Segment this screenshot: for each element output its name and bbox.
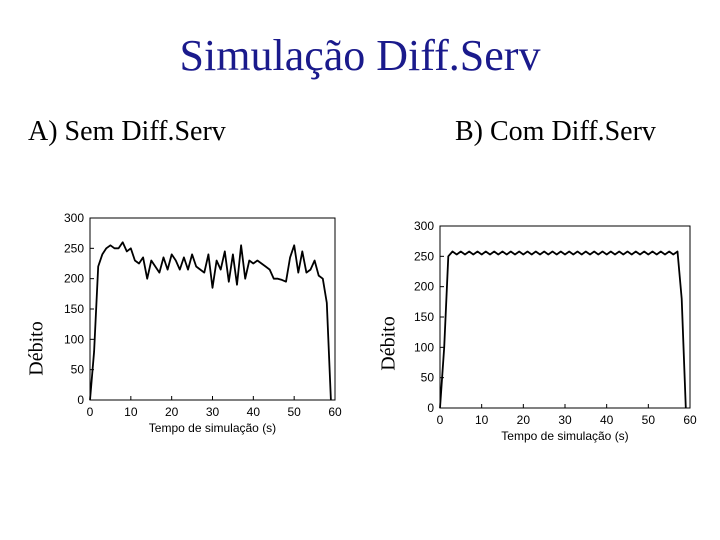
chart-a-y-tick-label: 100: [64, 332, 84, 346]
chart-a-without-diffserv: 0 50 100 150 200 250 300 0 10 20 30 40 50 60 Tempo de …: [64, 211, 342, 435]
chart-b-x-tick-label: 60: [683, 413, 697, 427]
chart-a-y-tick-label: 250: [64, 241, 84, 255]
chart-b-y-tick-label: 100: [414, 340, 434, 354]
chart-b-series-line: [439, 250, 687, 409]
subtitle-without-diffserv: A) Sem Diff.Serv: [28, 116, 226, 147]
chart-a-y-tick-label: 300: [64, 211, 84, 225]
chart-a-y-tick-label: 50: [71, 363, 85, 377]
chart-b-x-tick-label: 40: [600, 413, 614, 427]
chart-b-x-axis-label: Tempo de simulação (s): [501, 429, 628, 443]
chart-a-x-tick-label: 30: [206, 405, 220, 419]
chart-b-y-tick-label: 300: [414, 219, 434, 233]
subtitle-with-diffserv: B) Com Diff.Serv: [455, 116, 656, 147]
chart-a-series-line: [89, 241, 332, 401]
chart-a-y-tick-label: 0: [77, 393, 84, 407]
chart-b-x-tick-label: 30: [558, 413, 572, 427]
chart-a-x-tick-label: 10: [124, 405, 138, 419]
chart-a-y-tick-label: 150: [64, 302, 84, 316]
chart-b-x-tick-label: 0: [437, 413, 444, 427]
chart-b-plot-frame: [439, 225, 691, 409]
slide-title: Simulação Diff.Serv: [179, 31, 541, 80]
chart-a-x-tick-label: 0: [87, 405, 94, 419]
chart-b-y-tick-label: 250: [414, 249, 434, 263]
chart-a-plot-frame: [89, 217, 336, 401]
chart-a-y-tick-label: 200: [64, 272, 84, 286]
chart-a-x-tick-label: 40: [247, 405, 261, 419]
chart-b-x-tick-label: 20: [517, 413, 531, 427]
chart-b-y-tick-label: 50: [421, 371, 435, 385]
chart-b-with-diffserv: 0 50 100 150 200 250 300 0 10 20 30 40 50 60 Tempo de …: [414, 219, 697, 443]
chart-b-x-tick-label: 10: [475, 413, 489, 427]
chart-a-y-axis-label: Débito: [25, 321, 48, 376]
chart-b-y-tick-label: 150: [414, 310, 434, 324]
chart-b-y-tick-label: 200: [414, 280, 434, 294]
chart-b-x-tick-label: 50: [642, 413, 656, 427]
chart-a-x-axis-label: Tempo de simulação (s): [149, 421, 276, 435]
chart-a-x-tick-label: 60: [328, 405, 342, 419]
chart-b-y-axis-label: Débito: [377, 316, 400, 371]
chart-a-x-tick-label: 20: [165, 405, 179, 419]
chart-a-x-tick-label: 50: [287, 405, 301, 419]
chart-b-y-tick-label: 0: [427, 401, 434, 415]
